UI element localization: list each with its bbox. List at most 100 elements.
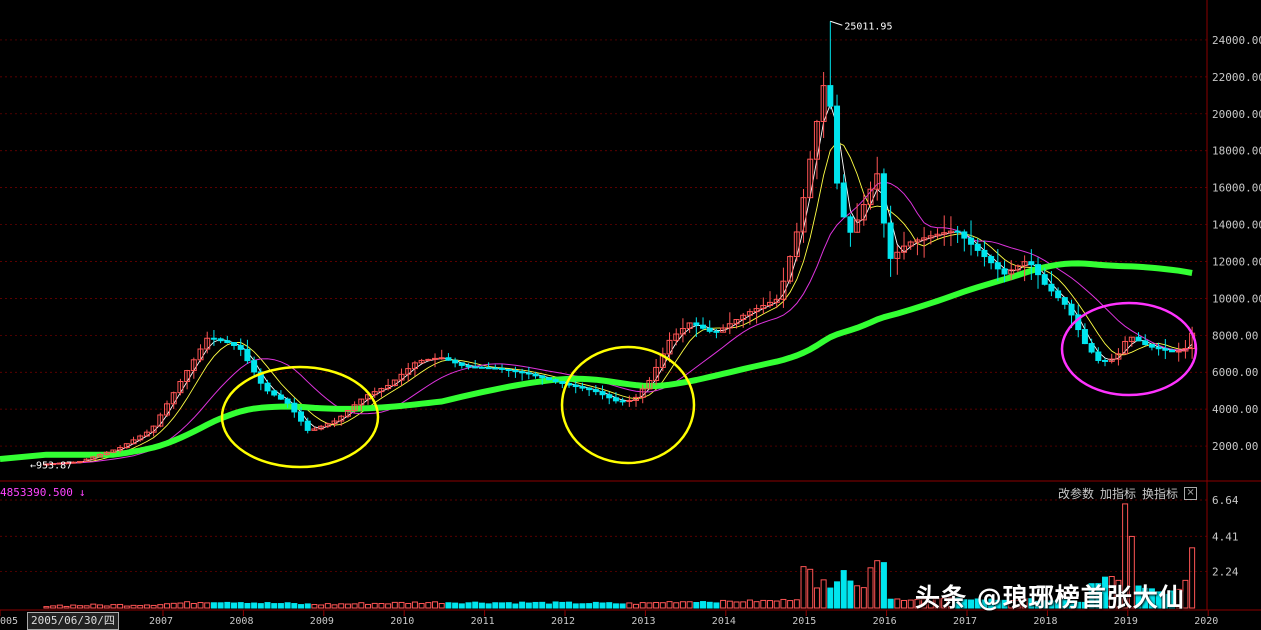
volume-bar [478,602,485,609]
volume-bar [1021,598,1028,609]
volume-bar [519,601,526,609]
candle-body [76,461,83,464]
volume-bar [626,602,633,609]
volume-bar [867,567,874,609]
candle-body [1041,274,1048,285]
volume-tick-label: 4.41 [1212,530,1239,543]
candle-body [572,384,579,388]
candle-body [304,420,311,431]
moving-average-lines [0,103,1193,465]
volume-bar [432,601,439,609]
candle-body [338,415,345,422]
volume-bar [391,601,398,609]
candle-body [921,237,928,241]
volume-bar [358,602,365,609]
volume-bar [612,603,619,609]
volume-bar [110,604,117,609]
candle-body [485,367,492,370]
candle-body [150,425,157,433]
volume-bar [706,601,713,609]
candle-body [378,388,385,393]
candle-body [907,241,914,247]
volume-bar [525,602,532,609]
candle-body [740,314,747,321]
volume-bar [190,602,197,609]
swap-indicator-button[interactable]: 换指标 [1142,486,1179,501]
volume-bar [231,602,238,609]
volume-bar [184,601,191,609]
candle-body [224,340,231,344]
volume-tick-label: 6.64 [1212,494,1239,507]
candle-body [210,337,217,340]
candle-body [733,319,740,325]
volume-bar [1135,585,1142,609]
candle-body [217,338,224,342]
price-tick-label: 12000.00 [1212,255,1261,268]
candle-body [653,366,660,381]
change-params-button[interactable]: 改参数 [1058,486,1095,501]
circle-2012-2013 [560,345,696,465]
volume-bar [472,601,479,609]
volume-bar [934,598,941,609]
candle-body [1081,329,1088,345]
candle-body [519,371,526,374]
volume-bar [438,602,445,609]
candle-body [1061,297,1068,305]
close-icon[interactable]: × [1184,486,1198,500]
candle-body [760,304,767,310]
volume-bar [170,602,177,609]
volume-bar [117,603,124,609]
candle-body [164,403,171,416]
candle-body [56,462,63,465]
volume-bar [137,605,144,609]
candle-body [411,362,418,370]
candle-body [1001,268,1008,275]
volume-bar [458,603,465,609]
volume-bar [733,601,740,609]
candle-body [311,428,318,431]
candle-body [110,449,117,453]
price-tick-label: 18000.00 [1212,145,1261,158]
candle-body [458,362,465,366]
circle-2008-2009 [220,365,380,469]
volume-bar [713,602,720,609]
candle-body [499,367,506,370]
candle-body [988,256,995,264]
volume-bar [860,587,867,609]
candle-body [827,85,834,107]
candle-body [331,420,338,425]
volume-bar [304,603,311,609]
candle-body [1108,358,1115,362]
candle-body [271,390,278,396]
candle-body [586,387,593,391]
candle-body [646,379,653,390]
add-indicator-button[interactable]: 加指标 [1100,486,1137,501]
volume-bar [1001,599,1008,609]
volume-bar [954,597,961,609]
candle-body [452,359,459,364]
volume-bar [968,599,975,609]
volume-bar [485,603,492,609]
candle-body [351,404,358,412]
volume-bar [271,603,278,609]
volume-bar [445,602,452,609]
volume-bar [740,601,747,609]
volume-readout: 4853390.500 ↓ [0,486,85,499]
candle-body [492,367,499,370]
volume-bar [539,601,546,609]
volume-bar [901,599,908,609]
candle-body [787,256,794,282]
candle-body [157,414,164,427]
volume-bar [291,603,298,609]
candle-body [291,402,298,413]
candle-body [264,382,271,392]
price-tick-label: 2000.00 [1212,440,1258,453]
volume-bar [639,602,646,609]
candle-body [1068,303,1075,316]
watermark: 头条 @琅琊榜首张大仙 [915,583,1185,612]
volume-bar [1128,535,1135,609]
candle-body [478,366,485,369]
candle-body [981,249,988,258]
volume-bar [686,601,693,609]
